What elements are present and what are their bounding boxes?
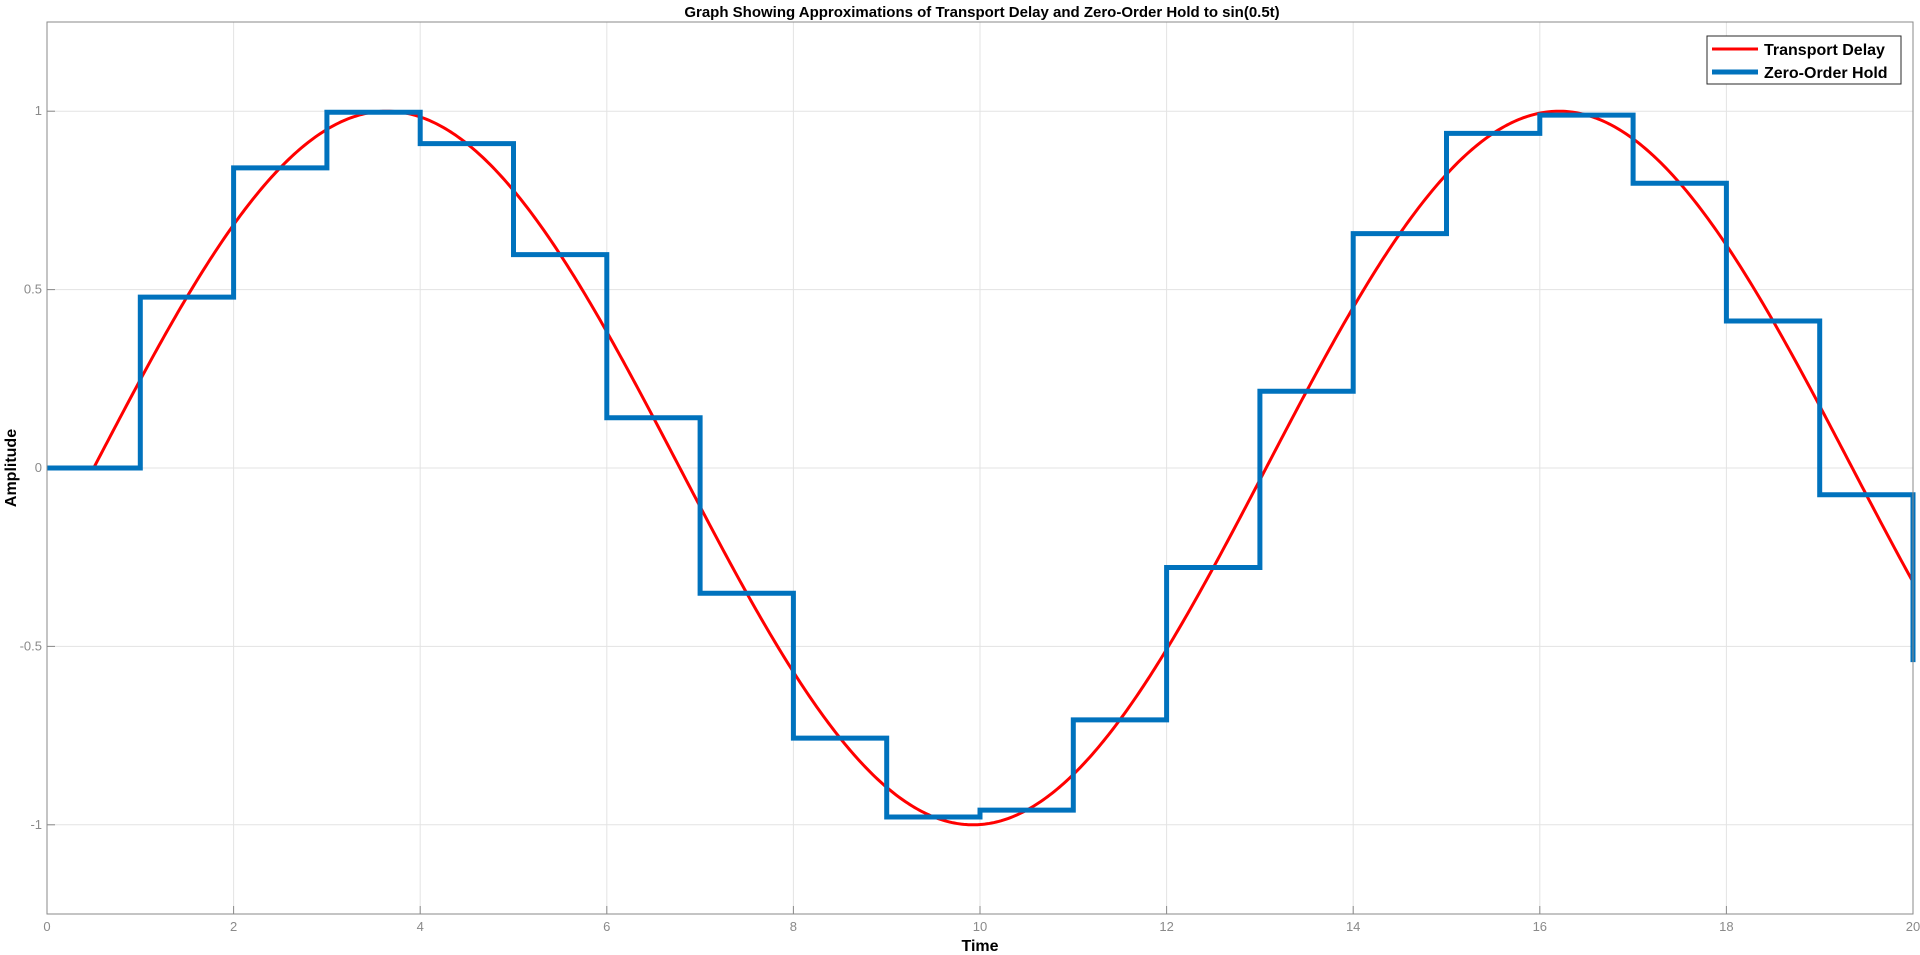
y-axis-title: Amplitude (3, 429, 20, 507)
x-axis-title: Time (961, 938, 998, 955)
x-tick-label: 8 (790, 919, 797, 934)
series-layer (47, 109, 1916, 827)
chart-title: Graph Showing Approximations of Transpor… (684, 4, 1279, 21)
y-tick-label: -0.5 (20, 638, 42, 653)
y-tick-label: -1 (30, 817, 42, 832)
x-tick-label: 20 (1906, 919, 1920, 934)
x-tick-label: 4 (417, 919, 424, 934)
x-tick-label: 14 (1346, 919, 1360, 934)
legend-box (1706, 35, 1902, 85)
x-tick-label: 0 (43, 919, 50, 934)
y-tick-label: 0.5 (24, 282, 42, 297)
legend-label-zero-order-hold: Zero-Order Hold (1764, 65, 1888, 82)
x-tick-label: 6 (603, 919, 610, 934)
legend: Transport Delay Zero-Order Hold (1706, 35, 1902, 85)
x-tick-label: 16 (1533, 919, 1547, 934)
x-tick-label: 2 (230, 919, 237, 934)
y-tick-label: 1 (35, 103, 42, 118)
x-tick-label: 10 (973, 919, 987, 934)
x-tick-label: 18 (1719, 919, 1733, 934)
legend-label-transport-delay: Transport Delay (1764, 42, 1885, 59)
plot-area (46, 21, 1916, 915)
y-tick-label: 0 (35, 460, 42, 475)
series-line-zero-order-hold (47, 109, 1916, 820)
tick-labels: 0 2 4 6 8 10 12 14 16 18 20 1 0.5 0 -0.5 -1 (20, 103, 1920, 934)
x-tick-label: 12 (1159, 919, 1173, 934)
axes-box (46, 21, 1914, 915)
